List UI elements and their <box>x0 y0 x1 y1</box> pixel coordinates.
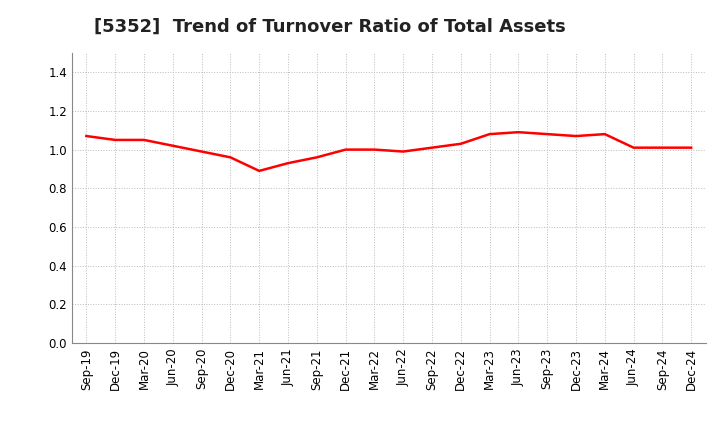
Text: [5352]  Trend of Turnover Ratio of Total Assets: [5352] Trend of Turnover Ratio of Total … <box>94 18 565 36</box>
